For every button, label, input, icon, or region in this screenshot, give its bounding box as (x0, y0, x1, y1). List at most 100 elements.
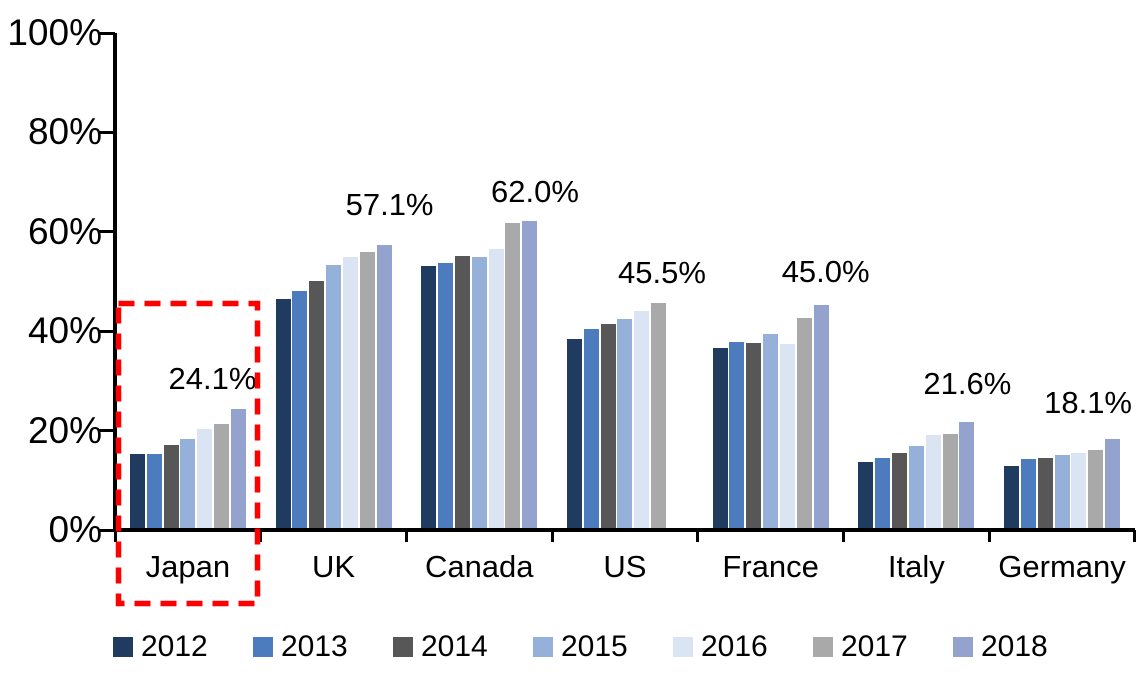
category-label-germany: Germany (998, 549, 1126, 584)
bar-us-2017 (651, 302, 667, 529)
bar-italy-2015 (908, 445, 924, 529)
x-axis-tick (842, 530, 845, 542)
legend-label-2016: 2016 (701, 630, 768, 663)
bar-france-2013 (729, 341, 745, 529)
bar-us-2012 (566, 338, 582, 529)
bar-japan-2012 (129, 454, 145, 529)
x-axis-tick (987, 530, 991, 542)
bar-italy-2012 (858, 462, 874, 529)
annotation-germany: 18.1% (1044, 385, 1132, 421)
x-axis-tick (696, 530, 700, 542)
bar-germany-2013 (1020, 459, 1036, 529)
bar-france-2015 (763, 334, 779, 529)
legend-swatch-2018 (953, 637, 973, 657)
x-axis-tick (550, 530, 554, 542)
legend-label-2018: 2018 (981, 630, 1048, 663)
bar-uk-2016 (342, 256, 358, 529)
bar-uk-2017 (359, 251, 375, 529)
y-axis-tick-label: 0% (48, 509, 102, 550)
bar-canada-2015 (471, 256, 487, 529)
bar-italy-2016 (925, 434, 941, 529)
bar-canada-2017 (505, 222, 521, 529)
x-axis-tick (259, 530, 263, 542)
bar-canada-2016 (488, 249, 504, 529)
bar-canada-2012 (421, 265, 437, 529)
annotation-canada: 62.0% (490, 173, 579, 209)
annotation-japan: 24.1% (168, 361, 257, 397)
legend-swatch-2016 (673, 637, 693, 657)
bar-germany-2016 (1071, 452, 1087, 529)
category-label-uk: UK (311, 549, 356, 584)
bar-france-2016 (779, 343, 795, 529)
bar-italy-2014 (892, 452, 908, 529)
y-axis-tick (99, 31, 115, 35)
y-axis-tick (99, 329, 115, 333)
category-label-canada: Canada (424, 549, 534, 584)
y-axis-tick-label: 100% (7, 12, 102, 53)
bar-us-2015 (617, 318, 633, 529)
bar-japan-2018 (230, 409, 246, 529)
bar-japan-2013 (146, 453, 162, 529)
bar-germany-2014 (1037, 457, 1053, 529)
y-axis-tick-label: 60% (27, 210, 102, 252)
bar-italy-2013 (875, 458, 891, 529)
bar-japan-2017 (214, 423, 229, 529)
bar-france-2014 (746, 342, 762, 529)
category-label-italy: Italy (887, 549, 945, 584)
bar-canada-2014 (454, 256, 470, 529)
bar-france-2017 (796, 318, 812, 529)
y-axis-line (113, 33, 117, 532)
bar-japan-2015 (180, 439, 196, 529)
annotation-us: 45.5% (617, 254, 706, 290)
bar-us-2014 (600, 324, 616, 529)
bar-japan-2016 (197, 429, 213, 529)
legend-label-2015: 2015 (561, 630, 628, 663)
x-axis-tick (113, 530, 117, 542)
bar-us-2016 (634, 311, 650, 529)
bar-germany-2015 (1054, 455, 1070, 529)
category-label-france: France (722, 549, 819, 584)
bar-uk-2015 (326, 264, 342, 529)
bar-france-2018 (813, 305, 829, 529)
bar-uk-2013 (292, 291, 308, 529)
x-axis-tick (1133, 530, 1137, 542)
annotation-uk: 57.1% (345, 187, 434, 223)
x-axis-line (113, 528, 1135, 532)
bar-canada-2018 (522, 220, 538, 529)
category-label-us: US (603, 549, 647, 584)
bar-uk-2018 (376, 245, 392, 529)
bar-uk-2014 (309, 281, 325, 529)
x-axis-tick (404, 530, 408, 542)
y-axis-tick (99, 130, 115, 134)
legend-label-2017: 2017 (841, 630, 908, 663)
y-axis-tick (99, 528, 115, 532)
bar-germany-2018 (1105, 439, 1121, 529)
bar-japan-2014 (163, 445, 179, 529)
bar-uk-2012 (275, 298, 291, 529)
bar-germany-2017 (1088, 449, 1104, 529)
highlight-rectangle (115, 300, 261, 607)
annotation-france: 45.0% (781, 254, 870, 290)
y-axis-tick-label: 80% (27, 111, 102, 153)
bar-us-2013 (583, 329, 599, 529)
y-axis-tick-label: 40% (27, 310, 102, 352)
bar-italy-2017 (942, 433, 958, 529)
legend-swatch-2014 (393, 637, 413, 657)
annotation-italy: 21.6% (923, 365, 1012, 401)
legend-swatch-2013 (253, 637, 273, 657)
legend-label-2014: 2014 (421, 630, 488, 663)
category-label-japan: Japan (145, 549, 231, 584)
y-axis-tick-label: 20% (27, 409, 102, 451)
legend-swatch-2017 (813, 637, 833, 657)
bar-italy-2018 (959, 421, 975, 529)
legend-label-2012: 2012 (141, 630, 208, 663)
bar-france-2012 (712, 347, 728, 529)
legend-label-2013: 2013 (281, 630, 348, 663)
bar-germany-2012 (1004, 466, 1020, 529)
bar-canada-2013 (438, 263, 454, 529)
y-axis-tick (99, 429, 115, 433)
y-axis-tick (99, 230, 115, 234)
legend-swatch-2012 (113, 637, 133, 657)
legend-swatch-2015 (533, 637, 553, 657)
